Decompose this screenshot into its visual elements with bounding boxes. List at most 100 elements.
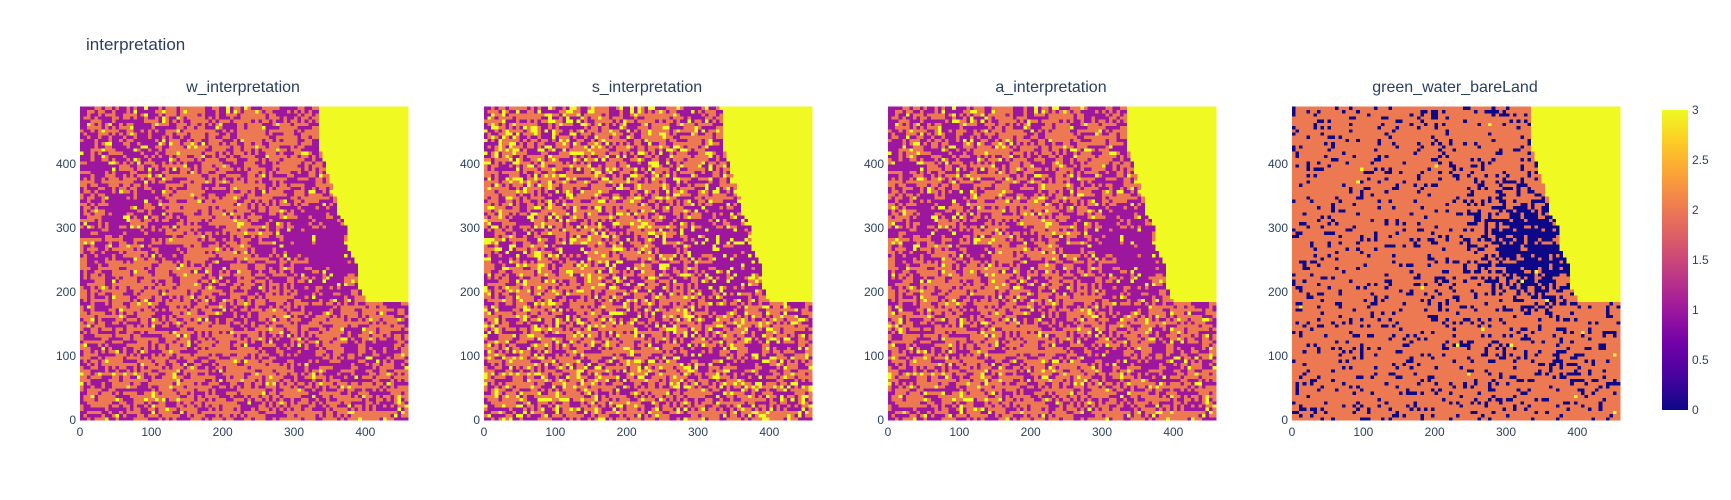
heatmap-cell	[201, 257, 205, 261]
heatmap-cell	[212, 324, 216, 328]
heatmap-cell	[130, 407, 134, 411]
heatmap-cell	[233, 289, 237, 293]
heatmap-cell	[134, 321, 138, 325]
heatmap-cell	[269, 385, 273, 389]
heatmap-cell	[141, 350, 145, 354]
heatmap-cell	[141, 257, 145, 261]
heatmap-cell	[344, 308, 348, 312]
heatmap-cell	[273, 353, 277, 357]
heatmap-cell	[105, 311, 109, 315]
heatmap-cell	[158, 266, 162, 270]
heatmap-cell	[212, 257, 216, 261]
heatmap-cell	[358, 372, 362, 376]
heatmap-cell	[112, 346, 116, 350]
heatmap-cell	[372, 385, 376, 389]
heatmap-cell	[394, 394, 398, 398]
heatmap-cell	[141, 414, 145, 418]
heatmap-cell	[216, 378, 220, 382]
heatmap-cell	[119, 350, 123, 354]
heatmap-cell	[323, 337, 327, 341]
heatmap-cell	[323, 305, 327, 309]
heatmap-cell	[230, 305, 234, 309]
heatmap-cell	[230, 311, 234, 315]
heatmap-cell	[323, 350, 327, 354]
heatmap-cell	[80, 308, 84, 312]
heatmap-cell	[187, 369, 191, 373]
heatmap-cell	[201, 314, 205, 318]
heatmap-cell	[205, 410, 209, 414]
heatmap-cell	[219, 353, 223, 357]
heatmap-cell	[294, 298, 298, 302]
heatmap-cell	[298, 308, 302, 312]
heatmap-cell	[265, 359, 269, 363]
heatmap-cell	[94, 270, 98, 274]
heatmap-cell	[251, 372, 255, 376]
heatmap-cell	[144, 282, 148, 286]
heatmap-cell	[365, 343, 369, 347]
heatmap-cell	[369, 260, 373, 264]
heatmap-cell	[369, 295, 373, 299]
heatmap-cell	[237, 350, 241, 354]
heatmap-cell	[265, 289, 269, 293]
heatmap-cell	[340, 343, 344, 347]
heatmap-cell	[191, 302, 195, 306]
heatmap-cell	[205, 257, 209, 261]
heatmap-cell	[119, 295, 123, 299]
heatmap-cell	[405, 414, 409, 418]
heatmap-cell	[219, 282, 223, 286]
heatmap-cell	[397, 302, 401, 306]
heatmap-cell	[351, 375, 355, 379]
heatmap-cell	[255, 321, 259, 325]
heatmap-cell	[326, 394, 330, 398]
heatmap-cell	[276, 263, 280, 267]
heatmap-cell	[137, 273, 141, 277]
heatmap-cell	[141, 292, 145, 296]
heatmap-cell	[166, 401, 170, 405]
heatmap-cell	[112, 298, 116, 302]
heatmap-cell	[294, 375, 298, 379]
heatmap-cell	[269, 401, 273, 405]
heatmap-cell	[273, 340, 277, 344]
heatmap-cell	[312, 270, 316, 274]
heatmap-cell	[358, 398, 362, 402]
heatmap-cell	[265, 382, 269, 386]
heatmap-cell	[348, 359, 352, 363]
heatmap-cell	[183, 369, 187, 373]
heatmap-cell	[201, 343, 205, 347]
heatmap-cell	[116, 279, 120, 283]
heatmap-cell	[176, 410, 180, 414]
heatmap-cell	[130, 356, 134, 360]
heatmap-cell	[194, 279, 198, 283]
heatmap-cell	[351, 378, 355, 382]
heatmap-cell	[126, 359, 130, 363]
heatmap-cell	[390, 270, 394, 274]
heatmap-cell	[287, 276, 291, 280]
heatmap-cell	[87, 394, 91, 398]
heatmap-cell	[405, 343, 409, 347]
heatmap-cell	[187, 330, 191, 334]
heatmap-cell	[126, 334, 130, 338]
heatmap-cell	[290, 359, 294, 363]
heatmap-cell	[183, 318, 187, 322]
heatmap-cell	[298, 375, 302, 379]
heatmap-cell	[176, 314, 180, 318]
heatmap-cell	[262, 282, 266, 286]
heatmap-cell	[230, 321, 234, 325]
heatmap-cell	[380, 266, 384, 270]
heatmap-cell	[262, 257, 266, 261]
heatmap-cell	[162, 295, 166, 299]
heatmap-cell	[191, 414, 195, 418]
heatmap-cell	[244, 398, 248, 402]
heatmap-cell	[248, 286, 252, 290]
heatmap-cell	[216, 289, 220, 293]
heatmap-cell	[283, 385, 287, 389]
heatmap-cell	[216, 334, 220, 338]
heatmap-cell	[123, 410, 127, 414]
heatmap-cell	[169, 330, 173, 334]
heatmap-cell	[390, 321, 394, 325]
heatmap-cell	[230, 298, 234, 302]
heatmap-cell	[158, 382, 162, 386]
heatmap-cell	[255, 410, 259, 414]
heatmap-cell	[290, 273, 294, 277]
heatmap-cell	[130, 401, 134, 405]
